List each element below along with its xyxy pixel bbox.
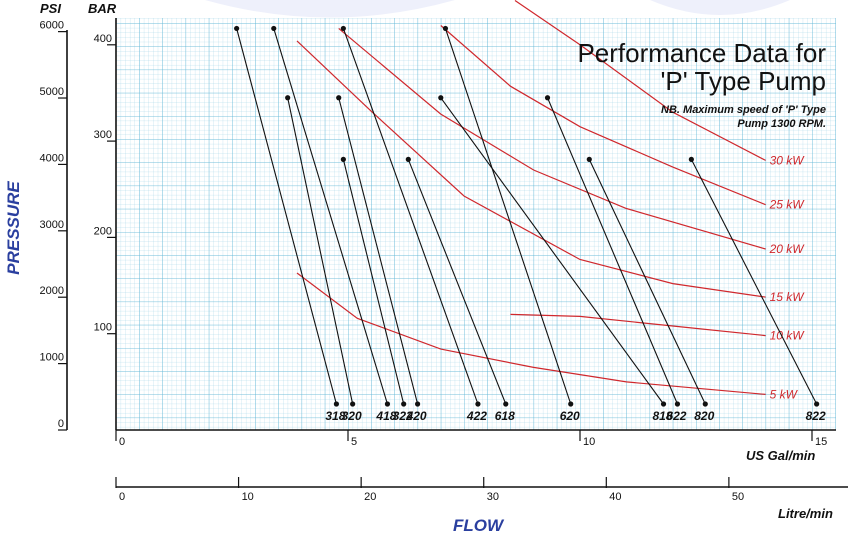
flow-axis-title: FLOW (453, 516, 505, 535)
power-curve-label: 30 kW (770, 153, 806, 167)
pump-min-point (702, 401, 708, 407)
litre-tick-label: 50 (732, 491, 744, 503)
pump-line (338, 97, 419, 405)
pump-max-point (234, 25, 240, 32)
bar-tick-label: 100 (94, 322, 112, 334)
power-curve-label: 20 kW (769, 242, 806, 256)
pump-min-point (568, 401, 574, 407)
watermark-shape (205, 0, 455, 18)
pump-max-point (442, 25, 449, 32)
pump-min-point (350, 401, 356, 407)
pump-line (342, 159, 405, 405)
power-curve-label: 15 kW (770, 290, 806, 304)
chart-note-line-2: Pump 1300 RPM. (737, 118, 826, 130)
usgal-axis: US Gal/min (116, 429, 836, 463)
power-curve (514, 0, 766, 161)
chart-title-line-1: Performance Data for (577, 38, 826, 68)
pump-line (236, 28, 337, 405)
pump-model-label: 322 (393, 409, 413, 423)
litre-tick-label: 40 (609, 491, 621, 503)
usgal-tick-label: 5 (351, 436, 357, 448)
power-curve-label: 10 kW (770, 329, 806, 343)
chart-note-line-1: NB. Maximum speed of 'P' Type (661, 104, 826, 116)
pump-max-point (340, 25, 346, 32)
litre-unit-label: Litre/min (778, 506, 833, 521)
litre-tick-label: 0 (119, 491, 125, 503)
bar-unit-label: BAR (88, 1, 117, 16)
pump-max-point (586, 156, 592, 162)
pump-line (407, 159, 507, 405)
pump-min-point (475, 401, 481, 407)
usgal-tick-label: 10 (583, 436, 595, 448)
pump-model-label: 618 (495, 409, 515, 423)
pump-max-point (285, 95, 291, 101)
pressure-axis-title: PRESSURE (4, 181, 23, 275)
pump-line (547, 97, 678, 405)
plot-grid-major (116, 18, 836, 430)
psi-axis: PSI (40, 1, 68, 430)
power-curve-label: 5 kW (770, 387, 799, 401)
pump-min-point (503, 401, 509, 407)
pump-min-point (415, 401, 421, 407)
power-curve (296, 40, 766, 298)
pump-model-label: 422 (466, 409, 487, 423)
pump-min-point (660, 401, 667, 407)
pump-line (444, 28, 572, 405)
watermark-shape (650, 0, 790, 15)
psi-tick-label: 4000 (40, 152, 64, 164)
pump-max-point (271, 25, 277, 32)
pump-model-label: 318 (325, 409, 345, 423)
pump-max-point (405, 156, 411, 162)
psi-tick-label: 3000 (40, 219, 64, 231)
pump-line (287, 97, 354, 405)
psi-tick-label: 5000 (40, 86, 64, 98)
litre-tick-label: 30 (487, 491, 499, 503)
pump-model-label: 822 (806, 409, 826, 423)
pump-max-point (340, 156, 346, 162)
litre-tick-label: 10 (242, 491, 254, 503)
pump-line (690, 159, 818, 405)
power-curve (440, 25, 766, 206)
pump-min-point (384, 401, 391, 407)
pump-min-point (814, 401, 820, 407)
pump-max-point (544, 95, 551, 101)
pump-model-label: 820 (694, 409, 714, 423)
pump-max-point (438, 95, 444, 101)
pump-model-label: 620 (560, 409, 580, 423)
psi-tick-label: 6000 (40, 20, 64, 32)
pump-max-point (688, 156, 694, 162)
psi-tick-label: 0 (58, 418, 64, 430)
power-curve (510, 313, 766, 337)
pump-max-point (336, 95, 342, 101)
pump-model-label: 818 (653, 409, 673, 423)
power-curve (338, 27, 766, 250)
usgal-tick-label: 0 (119, 436, 125, 448)
pump-model-label: 622 (666, 409, 686, 423)
pump-line (273, 28, 388, 405)
bar-tick-label: 200 (94, 225, 112, 237)
bar-tick-label: 300 (94, 129, 112, 141)
pump-min-point (333, 401, 339, 407)
bar-tick-label: 400 (94, 33, 112, 45)
pump-line (342, 28, 479, 405)
bar-axis: BAR (88, 1, 117, 430)
pump-model-label: 418 (375, 409, 396, 423)
usgal-unit-label: US Gal/min (746, 448, 815, 463)
psi-tick-label: 1000 (40, 352, 64, 364)
litre-tick-label: 20 (364, 491, 376, 503)
power-curve-label: 25 kW (769, 198, 806, 212)
pump-line (440, 97, 664, 405)
pump-model-label: 420 (406, 409, 427, 423)
pump-min-point (674, 401, 681, 407)
usgal-tick-label: 15 (815, 436, 827, 448)
psi-unit-label: PSI (40, 1, 61, 16)
pump-min-point (401, 401, 407, 407)
chart-title-line-2: 'P' Type Pump (660, 66, 826, 96)
pump-line (588, 159, 706, 405)
pump-model-label: 320 (342, 409, 362, 423)
psi-tick-label: 2000 (40, 285, 64, 297)
